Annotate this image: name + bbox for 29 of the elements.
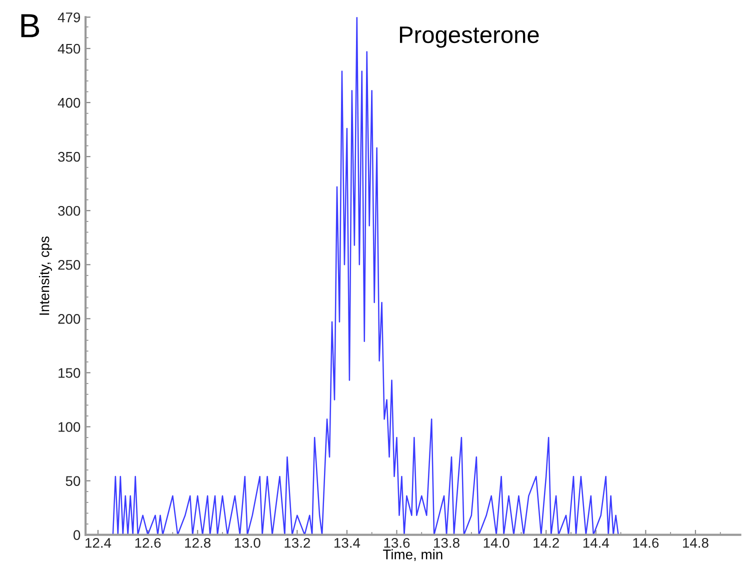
x-tick-label: 13.6 — [384, 538, 410, 548]
x-tick-label: 13.2 — [284, 538, 310, 548]
x-tick-label: 12.8 — [185, 538, 210, 548]
y-axis-title: Intensity, cps — [39, 236, 52, 315]
x-tick-label: 13.8 — [434, 538, 460, 548]
x-tick-label: 14.2 — [534, 538, 559, 548]
x-tick-label: 14.0 — [484, 538, 510, 548]
annotation: Progesterone — [400, 26, 539, 48]
y-tick-label: 450 — [58, 44, 80, 54]
y-tick-label: 479 — [58, 12, 80, 22]
text: B — [21, 14, 40, 38]
y-tick-label: 250 — [58, 260, 80, 270]
x-tick-label: 12.4 — [86, 538, 112, 548]
y-tick-label: 50 — [66, 476, 80, 486]
x-tick-label: 13.0 — [234, 538, 260, 548]
x-tick-label: 14.8 — [683, 538, 708, 548]
line-series — [112, 17, 619, 535]
x-tick-label: 12.6 — [135, 538, 161, 548]
x-tick-label: 13.4 — [334, 538, 360, 548]
y-tick-label: 300 — [58, 206, 80, 216]
y-tick-label: 400 — [58, 98, 80, 108]
y-tick-label: 0 — [74, 530, 80, 540]
x-axis-title: Time, min — [383, 549, 442, 561]
y-tick-label: 350 — [58, 152, 80, 162]
y-tick-label: 200 — [58, 314, 80, 324]
x-tick-label: 14.4 — [583, 538, 610, 548]
x-tick-label: 14.6 — [633, 538, 659, 548]
y-tick-label: 150 — [58, 368, 80, 378]
y-tick-label: 100 — [58, 422, 80, 432]
